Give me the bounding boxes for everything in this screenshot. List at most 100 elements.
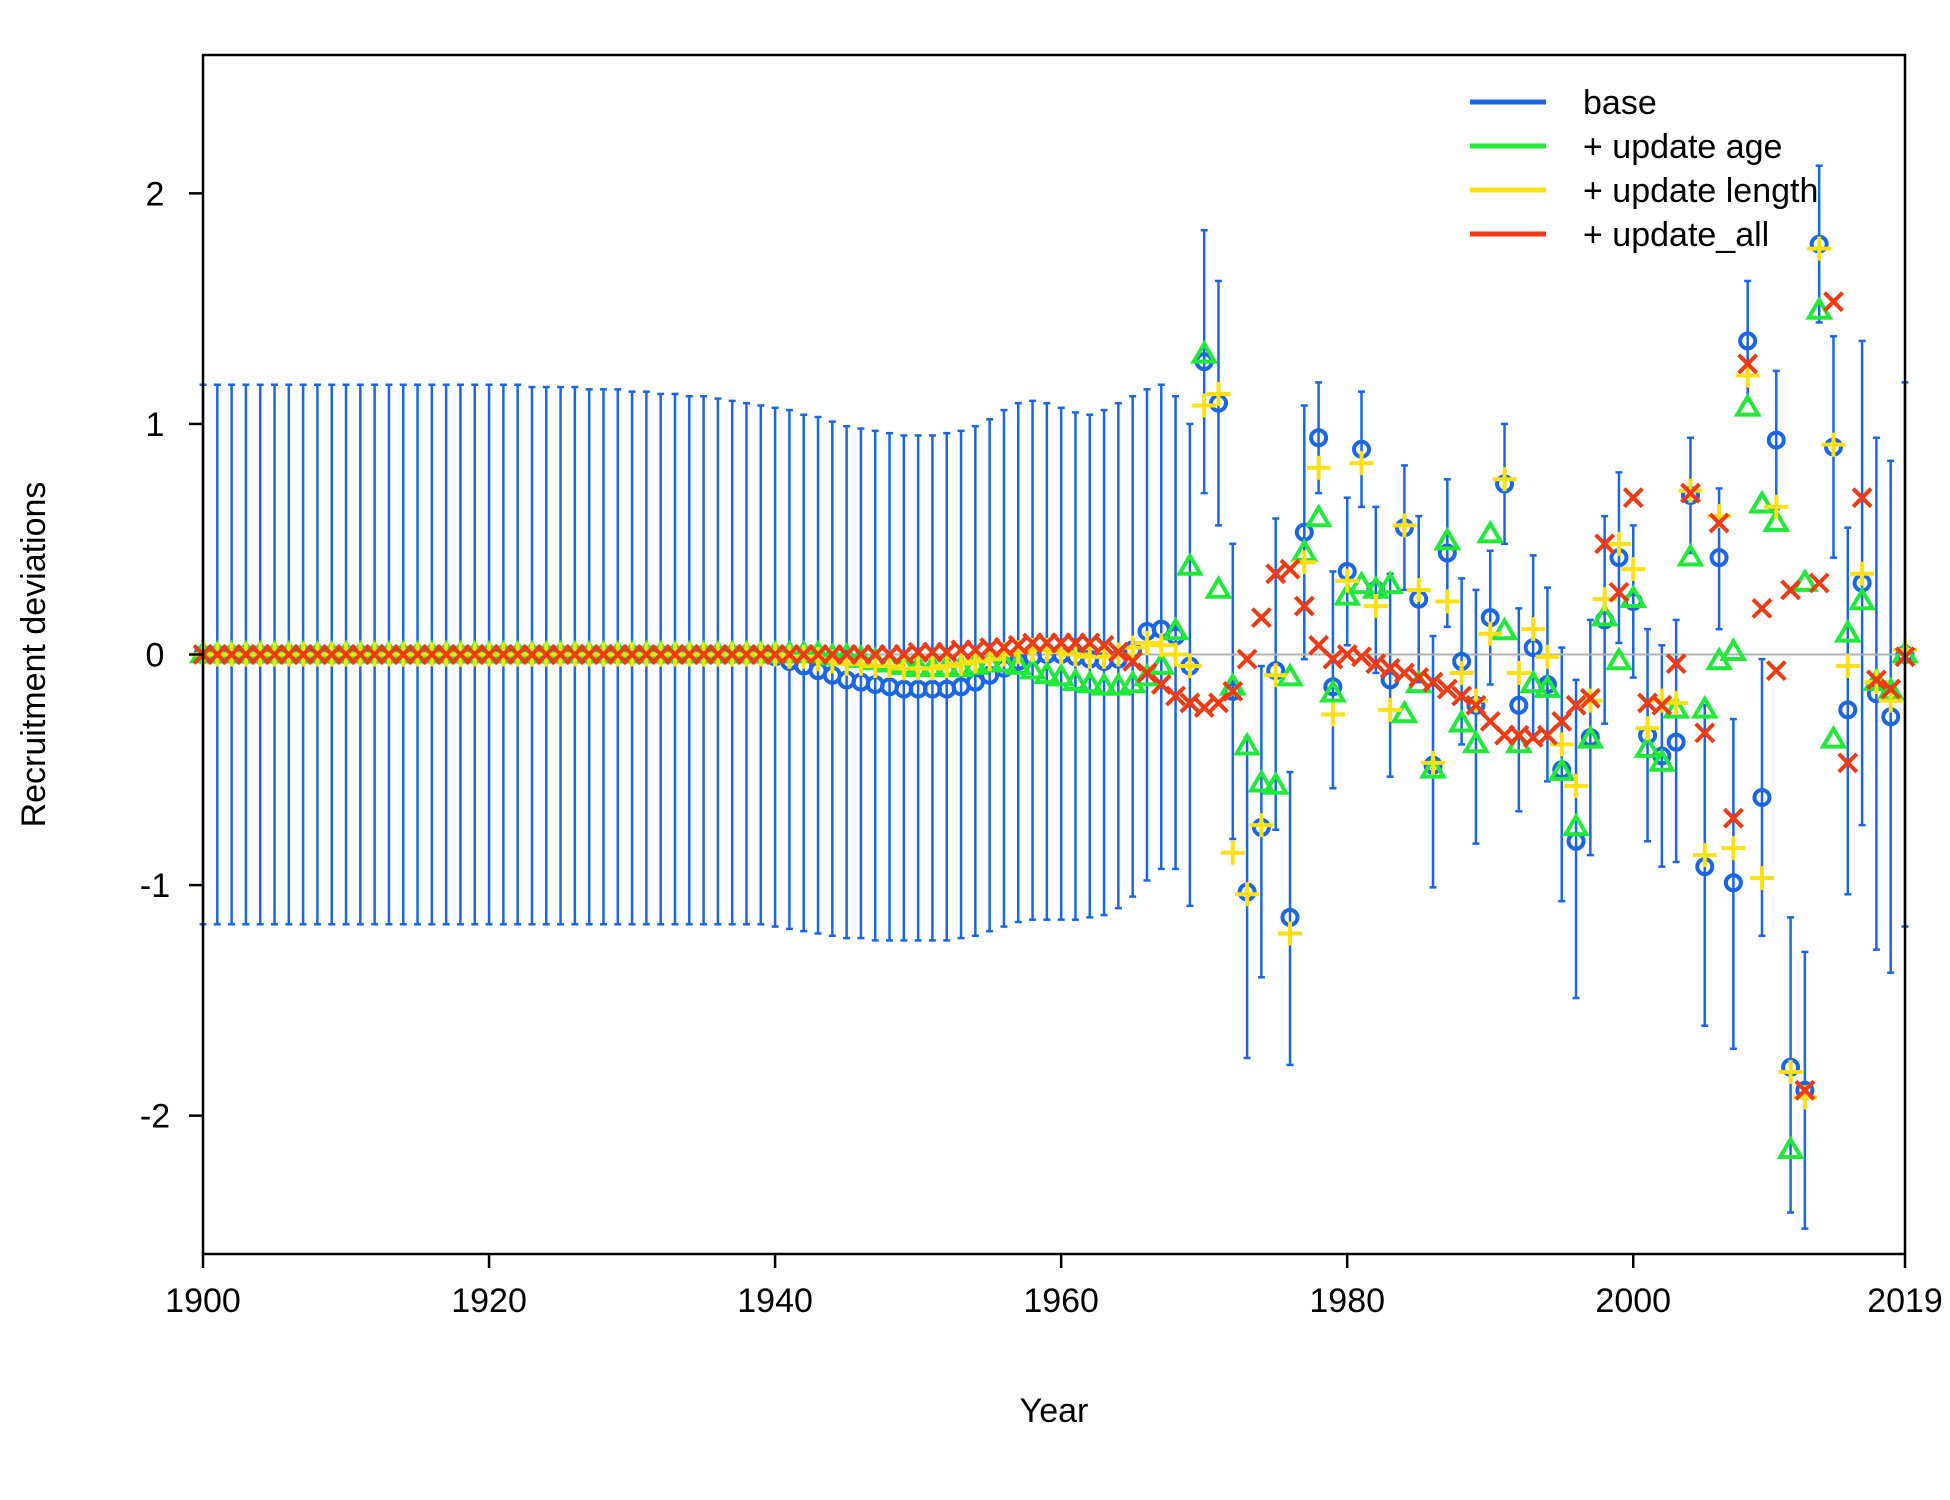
data-point-circle [1709, 548, 1729, 568]
data-point-x [1222, 680, 1244, 702]
data-point-circle [1509, 695, 1529, 715]
data-point-plus [1363, 594, 1388, 619]
error-bar [1887, 459, 1895, 974]
data-point-plus [1850, 561, 1875, 586]
data-point-triangle [1018, 655, 1047, 680]
error-bar [928, 434, 936, 942]
data-point-triangle [1590, 602, 1619, 627]
data-point-x [1851, 487, 1873, 509]
data-point-x [1436, 678, 1458, 700]
data-point-triangle [1762, 508, 1791, 532]
data-point-triangle [1790, 568, 1819, 592]
data-point-plus [1807, 236, 1832, 261]
y-axis-title: Recruitment deviations [15, 482, 53, 828]
legend-entry: base [1470, 84, 1657, 122]
data-point-triangle [1633, 734, 1662, 758]
data-point-plus [1392, 513, 1417, 538]
data-point-triangle [1647, 747, 1676, 772]
error-bar [1286, 770, 1294, 1067]
data-point-triangle [1419, 754, 1447, 779]
data-point-plus [1492, 467, 1517, 492]
error-bar [843, 424, 851, 940]
data-point-plus [1549, 732, 1574, 757]
legend-entry: + update_all [1470, 216, 1769, 254]
y-axis: -2 -1 0 1 2 [140, 175, 203, 1136]
data-point-x [1265, 563, 1287, 585]
error-bar [1615, 471, 1623, 645]
data-point-x [1193, 697, 1215, 718]
error-bar [943, 431, 951, 942]
data-point-triangle [1061, 667, 1090, 691]
data-point-plus [1249, 813, 1274, 838]
data-point-triangle [1476, 519, 1505, 544]
error-bar [1300, 404, 1308, 661]
data-point-triangle [1247, 768, 1276, 793]
x-tick-label: 2000 [1595, 1282, 1671, 1320]
data-point-circle [1723, 873, 1743, 893]
error-bar [871, 429, 879, 942]
data-point-plus [1421, 750, 1446, 775]
data-point-triangle [1376, 570, 1405, 595]
data-point-triangle [1690, 694, 1719, 719]
data-point-triangle [1447, 708, 1476, 733]
data-point-plus [1263, 663, 1288, 688]
error-bar [1572, 678, 1580, 1000]
data-point-triangle [1719, 637, 1748, 662]
error-bar [886, 431, 894, 942]
data-point-triangle [1848, 586, 1877, 611]
data-point-x [1379, 657, 1401, 679]
data-point-circle [1437, 543, 1457, 563]
data-point-x [1651, 694, 1673, 716]
data-point-plus [877, 654, 902, 679]
data-point-triangle [1605, 646, 1633, 671]
data-point-triangle [1833, 618, 1862, 643]
x-tick-label: 1900 [165, 1282, 241, 1320]
error-bar [857, 427, 865, 940]
data-point-triangle [1676, 542, 1705, 567]
data-point-triangle [1519, 669, 1548, 694]
data-point-plus [1063, 642, 1088, 667]
x-tick-label: 1940 [737, 1282, 813, 1320]
data-point-x [1751, 597, 1773, 619]
data-point-circle [1309, 428, 1329, 448]
error-bar [1844, 526, 1852, 896]
legend-label: base [1583, 84, 1657, 122]
data-point-x [1594, 533, 1616, 555]
data-point-triangle [1576, 724, 1605, 749]
data-point-triangle [1390, 699, 1419, 724]
data-point-x [1465, 694, 1487, 716]
x-tick-label: 1980 [1309, 1282, 1385, 1320]
legend-label: + update_all [1583, 216, 1769, 254]
y-tick-label: 2 [146, 175, 165, 213]
data-point-plus [1220, 840, 1245, 865]
data-point-plus [1749, 866, 1774, 891]
data-point-x [1408, 667, 1430, 688]
data-point-x [1322, 648, 1344, 670]
data-point-x [1293, 595, 1315, 617]
data-point-x [1823, 291, 1844, 313]
data-point-triangle [1032, 660, 1061, 685]
data-point-triangle [1819, 724, 1848, 749]
data-point-triangle [1490, 616, 1519, 641]
data-point-plus [1235, 882, 1260, 907]
data-point-plus [1635, 716, 1660, 741]
error-bar [1586, 618, 1594, 857]
data-point-plus [1606, 531, 1631, 556]
data-point-x [1393, 662, 1415, 684]
data-point-plus [1306, 455, 1331, 480]
x-axis: 1900 1920 1940 1960 1980 2000 2019 [165, 1254, 1943, 1320]
data-point-x [1708, 512, 1730, 534]
error-bar [900, 434, 908, 942]
data-point-plus [1692, 843, 1717, 868]
data-point-plus [1320, 702, 1345, 727]
data-point-x [1665, 653, 1687, 675]
legend-entry: + update length [1470, 172, 1818, 210]
error-bar [1672, 618, 1680, 864]
data-point-x [1579, 687, 1601, 709]
data-point-plus [1735, 363, 1760, 388]
data-point-plus [1277, 921, 1302, 946]
data-point-triangle [1733, 392, 1762, 417]
data-point-plus [1521, 617, 1546, 642]
data-point-triangle [1748, 489, 1776, 514]
